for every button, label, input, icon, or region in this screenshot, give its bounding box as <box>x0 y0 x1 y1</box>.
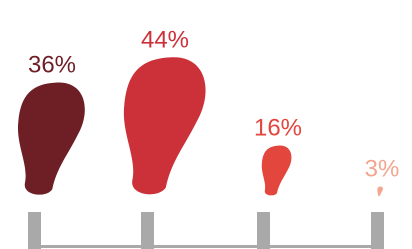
value-label: 36% <box>28 52 76 79</box>
pillar <box>28 212 41 249</box>
pillar <box>141 212 154 249</box>
chart: 36% 44% 16% 3% <box>0 0 412 249</box>
blob <box>18 82 85 194</box>
value-label: 3% <box>365 156 400 183</box>
pillars <box>28 212 384 249</box>
value-label: 16% <box>254 115 302 142</box>
pillar <box>257 212 270 249</box>
blob <box>262 146 292 196</box>
base-line <box>34 245 378 248</box>
blob <box>124 57 206 194</box>
pillar <box>371 212 384 249</box>
blob <box>377 187 383 196</box>
value-label: 44% <box>141 26 189 53</box>
